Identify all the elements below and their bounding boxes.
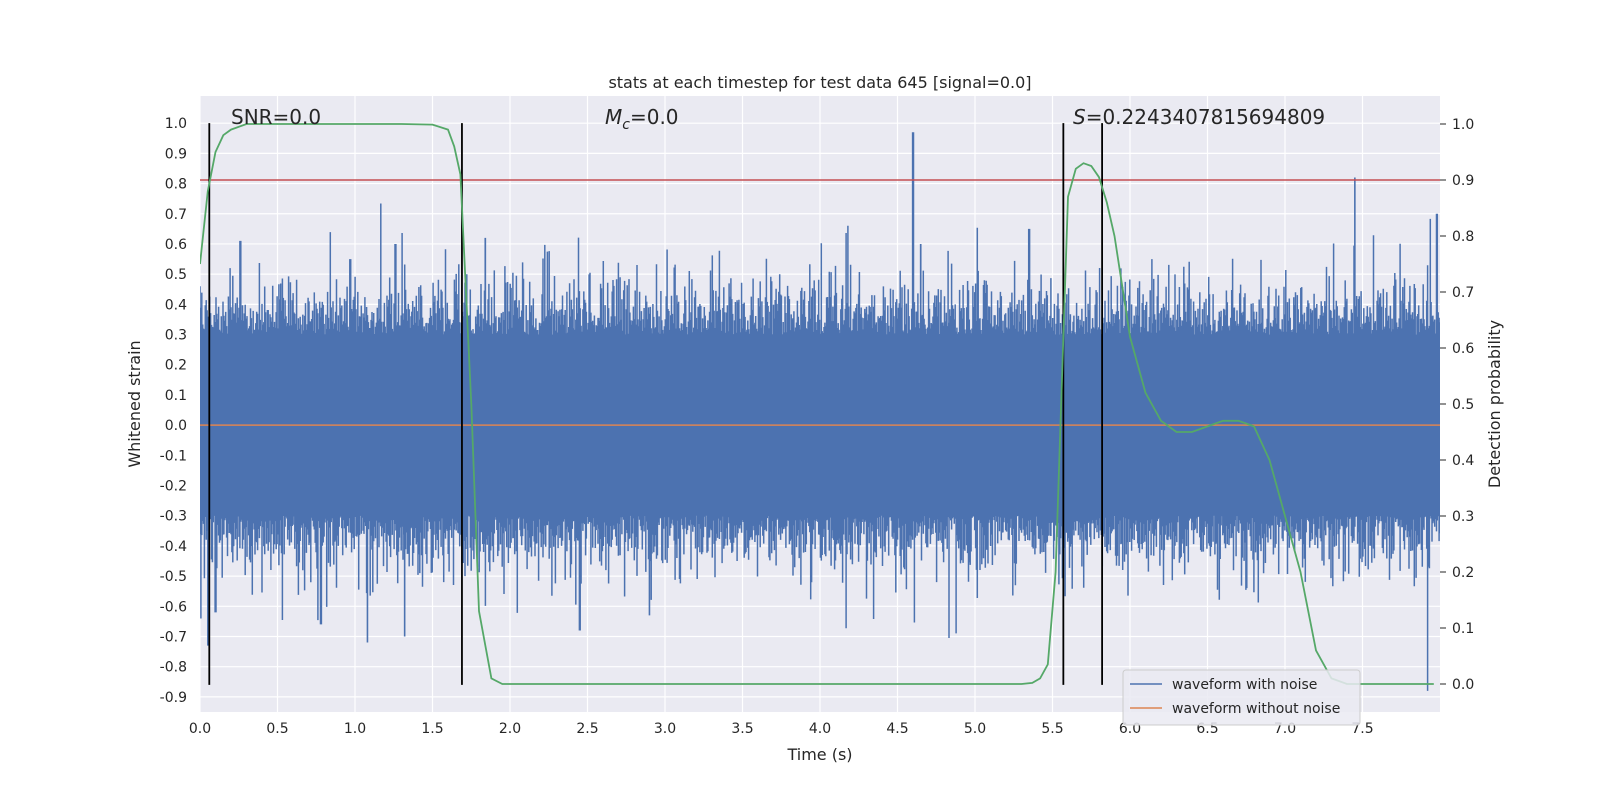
legend-box	[1122, 669, 1361, 726]
chart-title: stats at each timestep for test data 645…	[608, 73, 1031, 92]
legend-label-clean: waveform without noise	[1172, 701, 1340, 717]
y-tick-label-left: 0.6	[165, 237, 187, 253]
waveform-with-noise-path	[200, 132, 1440, 691]
annotation-mc-sub: c	[622, 117, 630, 133]
x-tick-label: 0.0	[189, 721, 211, 737]
series-waveform-with-noise	[200, 132, 1440, 691]
y-tick-label-left: -0.4	[160, 539, 187, 555]
legend-label-noise: waveform with noise	[1172, 677, 1317, 693]
x-tick-label: 1.0	[344, 721, 366, 737]
y-axis-label-left: Whitened strain	[125, 340, 144, 467]
y-tick-label-left: -0.9	[160, 690, 187, 706]
y-tick-label-right: 0.3	[1452, 509, 1474, 525]
x-tick-label: 3.5	[731, 721, 753, 737]
annotation-mc-value: =0.0	[630, 105, 679, 129]
detection-probability-line	[200, 123, 1434, 685]
x-axis-label: Time (s)	[786, 745, 852, 764]
x-tick-label: 2.0	[499, 721, 521, 737]
ticks: 0.0 0.5 1.0 1.5 2.0 2.5 3.0 3.5 4.0 4.5 5.0 5.5 6.0 6…	[160, 116, 1475, 737]
annotation-mc: Mc=0.0	[605, 105, 679, 133]
y-tick-label-right: 0.5	[1452, 397, 1474, 413]
y-tick-label-left: -0.6	[160, 599, 187, 615]
y-tick-label-right: 0.0	[1452, 677, 1474, 693]
y-tick-label-right: 0.7	[1452, 285, 1474, 301]
annotation-s-symbol: S	[1073, 105, 1086, 129]
y-tick-label-left: -0.2	[160, 479, 187, 495]
x-tick-label: 2.5	[576, 721, 598, 737]
y-tick-label-left: 0.0	[165, 418, 187, 434]
y-tick-label-right: 0.4	[1452, 453, 1474, 469]
y-tick-label-left: 0.5	[165, 267, 187, 283]
y-tick-label-right: 0.6	[1452, 341, 1474, 357]
y-tick-label-left: 0.2	[165, 358, 187, 374]
y-tick-label-left: 0.9	[165, 146, 187, 162]
y-tick-label-right: 1.0	[1452, 117, 1474, 133]
y-tick-label-left: 0.4	[165, 297, 187, 313]
overlays	[200, 123, 1440, 685]
x-tick-label: 4.0	[809, 721, 831, 737]
x-tick-label: 1.5	[421, 721, 443, 737]
x-tick-label: 4.5	[886, 721, 908, 737]
y-tick-label-right: 0.2	[1452, 565, 1474, 581]
y-tick-label-right: 0.1	[1452, 621, 1474, 637]
annotation-s: S=0.2243407815694809	[1073, 105, 1325, 129]
y-tick-label-right: 0.9	[1452, 173, 1474, 189]
y-tick-label-left: 0.3	[165, 328, 187, 344]
x-tick-label: 5.5	[1041, 721, 1063, 737]
y-tick-label-left: -0.7	[160, 630, 187, 646]
x-tick-label: 0.5	[266, 721, 288, 737]
y-tick-label-left: 0.7	[165, 207, 187, 223]
y-tick-label-left: 0.8	[165, 177, 187, 193]
y-axis-label-right: Detection probability	[1485, 320, 1504, 488]
y-tick-label-left: -0.3	[160, 509, 187, 525]
y-tick-label-left: -0.1	[160, 448, 187, 464]
y-tick-label-left: -0.5	[160, 569, 187, 585]
legend: waveform with noise waveform without noi…	[1122, 669, 1361, 726]
x-tick-label: 3.0	[654, 721, 676, 737]
y-tick-label-right: 0.8	[1452, 229, 1474, 245]
y-tick-label-left: 1.0	[165, 116, 187, 132]
y-tick-label-left: -0.8	[160, 660, 187, 676]
annotation-s-value: =0.2243407815694809	[1086, 105, 1325, 129]
x-tick-label: 5.0	[964, 721, 986, 737]
y-tick-label-left: 0.1	[165, 388, 187, 404]
annotation-snr: SNR=0.0	[231, 105, 321, 129]
annotation-mc-symbol: M	[605, 105, 622, 129]
